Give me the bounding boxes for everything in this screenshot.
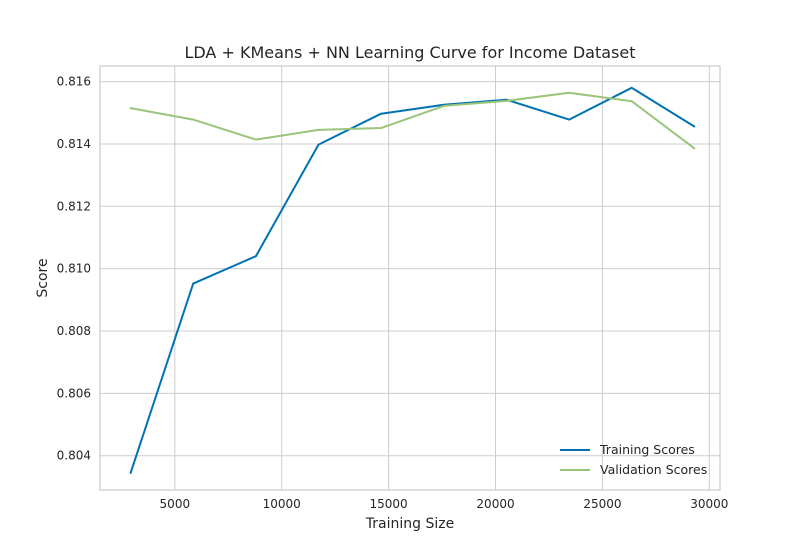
x-tick-label: 5000 — [160, 497, 191, 511]
x-tick-label: 25000 — [583, 497, 621, 511]
y-tick-label: 0.816 — [57, 75, 91, 89]
x-tick-label: 20000 — [476, 497, 514, 511]
y-tick-label: 0.806 — [57, 386, 91, 400]
legend-entry: Training Scores — [599, 442, 695, 457]
chart-title: LDA + KMeans + NN Learning Curve for Inc… — [184, 43, 635, 62]
x-tick-label: 30000 — [690, 497, 728, 511]
series-lines — [129, 86, 696, 474]
y-tick-label: 0.812 — [57, 199, 91, 213]
series-line-training — [129, 86, 696, 474]
x-axis-ticks: 5000 10000 15000 20000 25000 30000 — [160, 497, 729, 511]
plot-frame — [99, 65, 721, 491]
x-tick-label: 15000 — [370, 497, 408, 511]
y-tick-label: 0.808 — [57, 324, 91, 338]
x-axis-label: Training Size — [365, 516, 454, 532]
legend-entry: Validation Scores — [600, 462, 707, 477]
y-axis-label: Score — [35, 258, 51, 297]
y-tick-label: 0.804 — [57, 449, 91, 463]
grid — [100, 66, 720, 490]
y-axis-ticks: 0.804 0.806 0.808 0.810 0.812 0.814 0.816 — [57, 75, 91, 463]
series-line-validation — [129, 91, 696, 150]
x-tick-label: 10000 — [263, 497, 301, 511]
legend: Training Scores Validation Scores — [560, 442, 707, 477]
y-tick-label: 0.814 — [57, 137, 91, 151]
y-tick-label: 0.810 — [57, 262, 91, 276]
